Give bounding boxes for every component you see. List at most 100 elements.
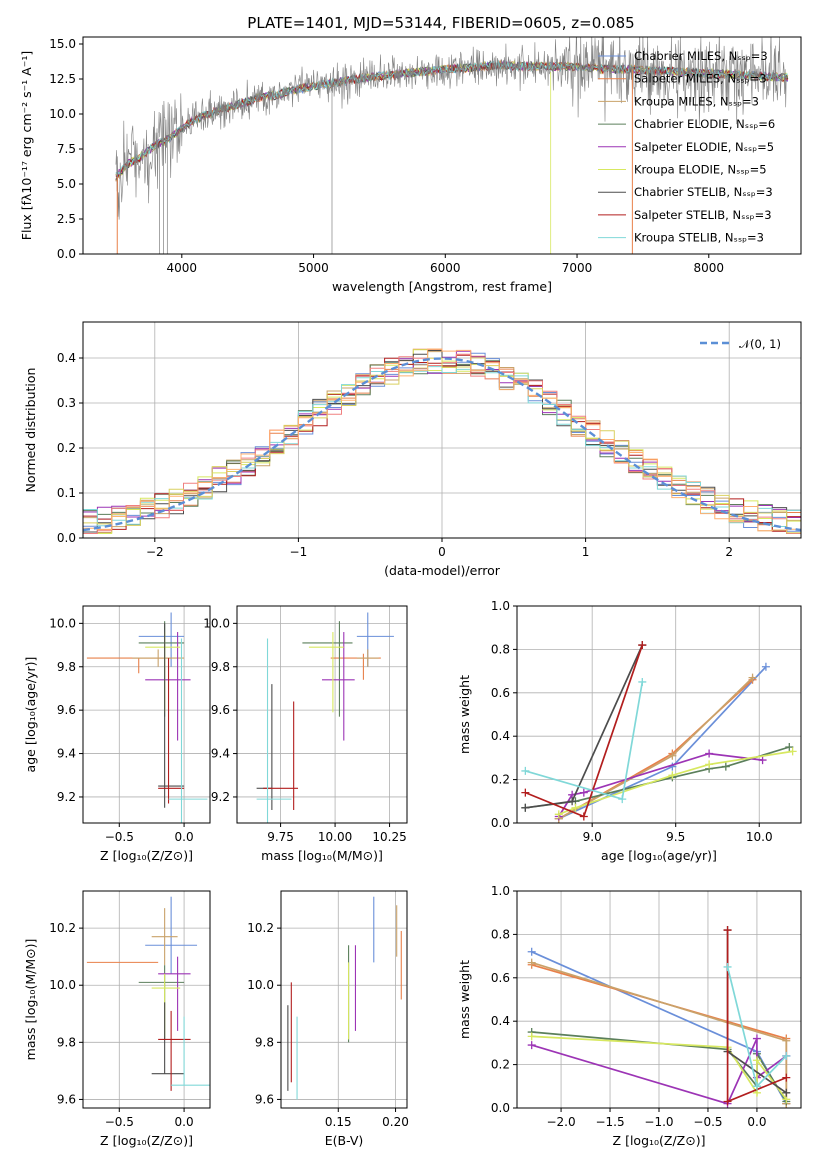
y-axis-label: mass [log₁₀(M/M⊙)] [23, 939, 38, 1061]
x-tick-label: −1.5 [595, 1115, 624, 1129]
massweight-vs-z-frame [516, 890, 802, 1109]
error-bar-point [151, 1002, 185, 1075]
series-marker [723, 926, 732, 935]
x-tick-label: 9.0 [583, 830, 602, 844]
error-bars [86, 896, 210, 1091]
x-tick-label: 6000 [430, 261, 461, 275]
y-tick-label: 9.8 [255, 1035, 274, 1049]
y-tick-label: 0.6 [491, 971, 510, 985]
error-bar-point [151, 908, 178, 966]
mass-vs-ebv-frame [280, 890, 408, 1109]
histogram-series [83, 362, 801, 527]
error-bar-point [356, 649, 379, 667]
y-tick-label: 9.4 [211, 747, 230, 761]
x-tick-label: 0.0 [747, 1115, 766, 1129]
y-tick-label: 0.0 [57, 531, 76, 545]
x-tick-label: 0 [438, 545, 446, 559]
histograms [83, 348, 801, 534]
legend-entry: Chabrier MILES, Nₛₛₚ=3 [634, 49, 768, 63]
x-axis-label: Z [log₁₀(Z/Z⊙)] [100, 1133, 193, 1148]
error-bar-point [158, 658, 185, 804]
x-tick-label: 8000 [694, 261, 725, 275]
legend-entry: Chabrier ELODIE, Nₛₛₚ=6 [634, 117, 775, 131]
series-marker [579, 812, 588, 821]
x-axis-label: Z [log₁₀(Z/Z⊙)] [100, 848, 193, 863]
y-tick-label: 12.5 [49, 72, 76, 86]
y-tick-label: 10.0 [247, 978, 274, 992]
y-tick-label: 5.0 [57, 177, 76, 191]
x-tick-label: 0.20 [382, 1115, 409, 1129]
x-axis-label: (data-model)/error [384, 563, 501, 578]
y-tick-label: 0.2 [57, 441, 76, 455]
series-marker [618, 795, 627, 804]
error-bar-point [145, 632, 181, 713]
series-marker [782, 1036, 791, 1045]
y-tick-label: 2.5 [57, 212, 76, 226]
age-vs-mass-axes: 9.75 10.00 10.25 9.2 9.4 9.6 9.8 10.0 mass [log₁… [203, 605, 408, 863]
series-marker [788, 747, 797, 756]
y-tick-label: 9.4 [57, 747, 76, 761]
y-tick-label: 15.0 [49, 37, 76, 51]
y-tick-label: 9.6 [57, 703, 76, 717]
y-tick-label: 0.3 [57, 396, 76, 410]
series-marker [638, 641, 647, 650]
legend-entry: Salpeter MILES, Nₛₛₚ=3 [634, 72, 767, 86]
series-marker [668, 771, 677, 780]
histogram-series [83, 357, 801, 534]
x-axis-label: E(B-V) [325, 1133, 364, 1148]
x-tick-label: 9.5 [666, 830, 685, 844]
y-axis-label: mass weight [457, 675, 472, 754]
series-marker [568, 797, 577, 806]
y-tick-label: 10.0 [49, 107, 76, 121]
age-vs-z-axes: −0.5 0.0 9.2 9.4 9.6 9.8 10.0 Z [log₁₀(Z/Z⊙)] ag… [23, 605, 211, 863]
massweight-vs-age-axes: 9.0 9.5 10.0 0.0 0.2 0.4 0.6 0.8 1.0 age [log₁₀(a… [457, 599, 802, 863]
error-bar-point [158, 956, 191, 1031]
y-tick-label: 9.6 [211, 703, 230, 717]
error-bar-point [145, 632, 191, 741]
x-axis-label: mass [log₁₀(M/M⊙)] [261, 848, 383, 863]
error-bar-point [302, 621, 353, 717]
series-marker [527, 1032, 536, 1041]
y-axis-label: age [log₁₀(age/yr)] [23, 657, 38, 773]
series-line [558, 666, 767, 820]
x-tick-label: −1.0 [644, 1115, 673, 1129]
spectrum-frame [82, 36, 802, 255]
y-tick-label: 1.0 [491, 884, 510, 898]
y-tick-label: 0.1 [57, 486, 76, 500]
y-tick-label: 0.0 [491, 816, 510, 830]
weight-lines [527, 926, 791, 1108]
series-marker [748, 673, 757, 682]
x-tick-label: −2.0 [546, 1115, 575, 1129]
y-tick-label: 10.0 [203, 616, 230, 630]
x-tick-label: −0.5 [105, 1115, 134, 1129]
residuals-legend: 𝒩(0, 1) [700, 337, 781, 351]
series-marker [752, 1034, 761, 1043]
y-tick-label: 1.0 [491, 599, 510, 613]
series-marker [782, 1051, 791, 1060]
y-tick-label: 0.2 [491, 773, 510, 787]
y-tick-label: 10.0 [49, 616, 76, 630]
y-tick-label: 0.0 [57, 247, 76, 261]
legend-entry: Kroupa STELIB, Nₛₛₚ=3 [634, 231, 764, 245]
series-marker [721, 762, 730, 771]
series-marker [571, 803, 580, 812]
series-marker [723, 1097, 732, 1106]
error-bar-point [308, 632, 344, 713]
series-line [525, 746, 790, 809]
x-tick-label: 10.00 [318, 830, 352, 844]
series-marker [782, 1088, 791, 1097]
y-tick-label: 9.8 [211, 660, 230, 674]
histogram-series [83, 350, 801, 533]
x-tick-label: 10.0 [746, 830, 773, 844]
mass-vs-z-axes: −0.5 0.0 9.6 9.8 10.0 10.2 Z [log₁₀(Z/Z⊙)] mass… [23, 890, 211, 1148]
x-tick-label: 2 [725, 545, 733, 559]
error-bar-point [158, 623, 185, 808]
observed-spectrum [115, 37, 788, 220]
legend-entry: Salpeter ELODIE, Nₛₛₚ=5 [634, 140, 774, 154]
x-tick-label: −0.5 [105, 830, 134, 844]
x-tick-label: −2 [146, 545, 164, 559]
legend-entry: Salpeter STELIB, Nₛₛₚ=3 [634, 208, 772, 222]
x-axis-label: Z [log₁₀(Z/Z⊙)] [613, 1133, 706, 1148]
error-bars [86, 612, 208, 823]
x-tick-label: 0.0 [175, 1115, 194, 1129]
